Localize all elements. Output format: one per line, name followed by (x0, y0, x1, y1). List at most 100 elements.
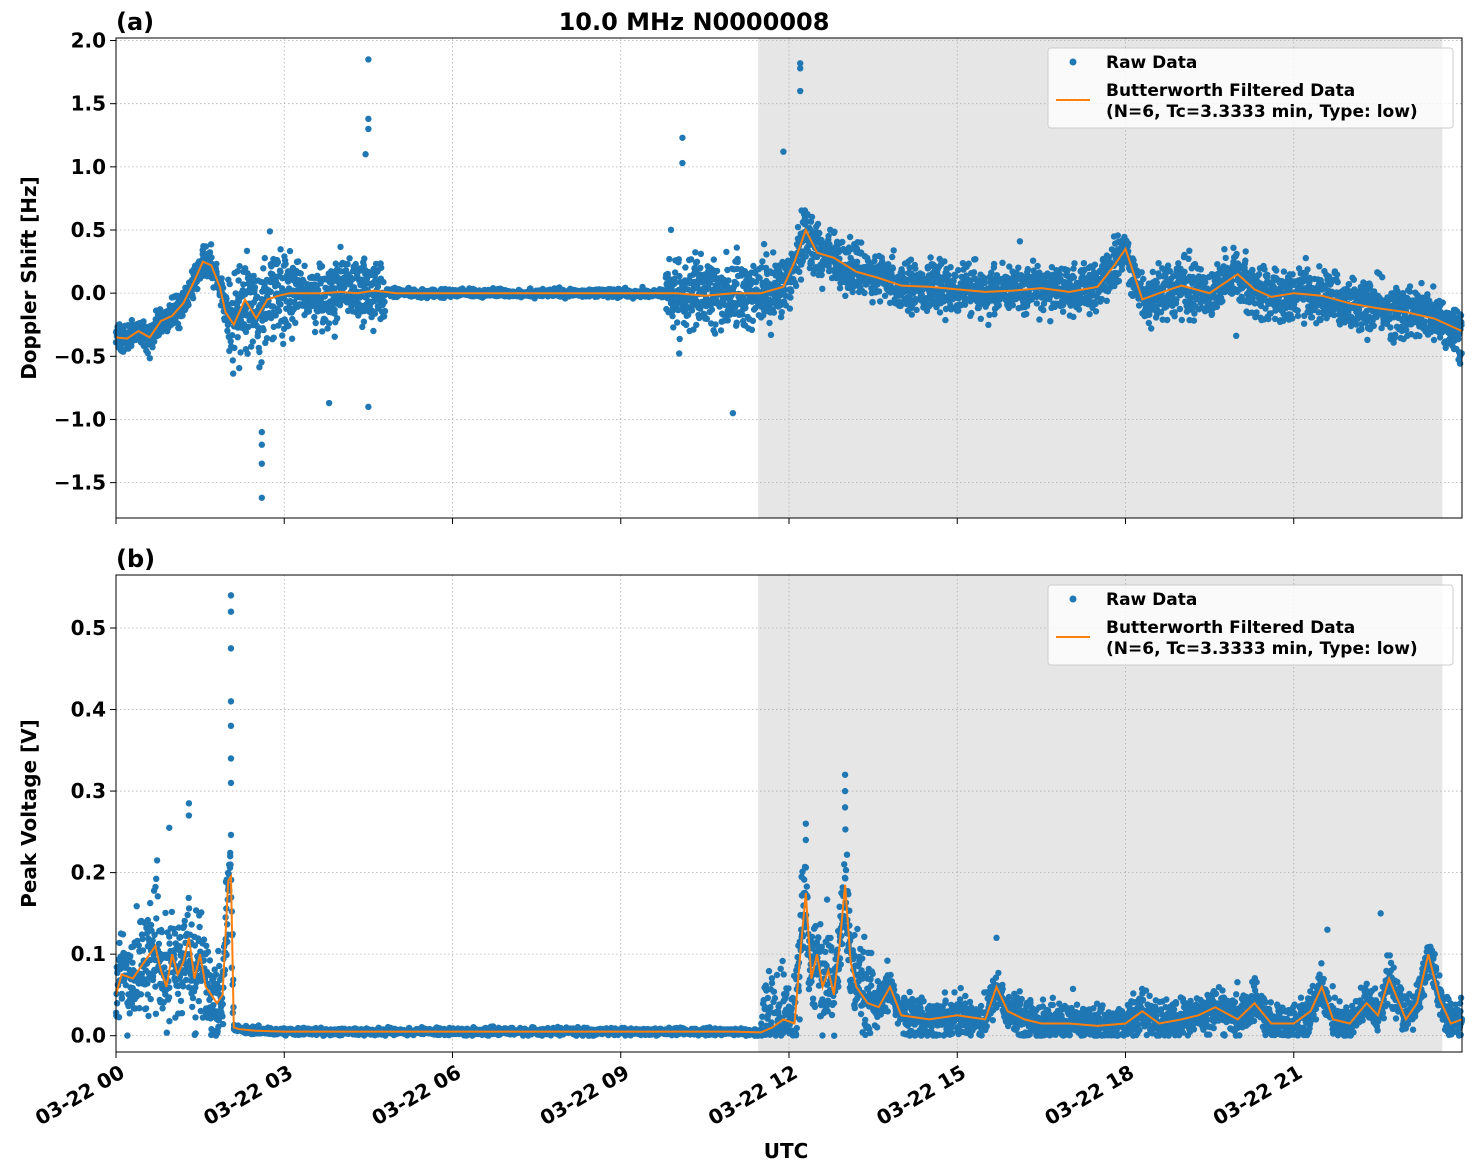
raw-data-point (237, 349, 244, 356)
raw-data-point (381, 307, 389, 315)
raw-data-point (218, 275, 225, 282)
raw-data-point (334, 315, 341, 322)
raw-data-point (1367, 282, 1374, 289)
raw-data-point (1070, 274, 1078, 281)
raw-data-point (318, 263, 326, 270)
raw-data-point (1350, 276, 1358, 283)
raw-data-point (337, 243, 344, 251)
raw-data-point (763, 251, 770, 258)
raw-data-point (913, 306, 920, 314)
raw-data-point (676, 272, 683, 280)
raw-data-point (869, 298, 876, 306)
raw-data-point (1294, 312, 1302, 320)
raw-data-point (1370, 322, 1378, 329)
raw-data-point (693, 258, 701, 265)
raw-data-point (1047, 318, 1054, 325)
raw-data-point (770, 249, 777, 256)
raw-data-point (352, 260, 359, 268)
raw-data-point (788, 288, 795, 295)
raw-data-point (341, 280, 349, 287)
raw-data-point (380, 278, 387, 286)
raw-data-point (1138, 269, 1145, 276)
raw-data-point (1222, 254, 1229, 262)
raw-data-point (1015, 264, 1022, 271)
raw-data-point (945, 272, 952, 279)
raw-data-point (344, 261, 351, 268)
raw-data-point (325, 320, 333, 327)
raw-data-point (228, 299, 236, 307)
raw-data-point (1115, 277, 1123, 285)
raw-data-point (666, 255, 673, 263)
raw-data-point (208, 254, 215, 261)
raw-data-point (1333, 271, 1341, 278)
raw-data-point (750, 262, 757, 270)
raw-data-point (256, 364, 263, 371)
raw-data-point (907, 256, 915, 263)
raw-data-point (794, 223, 802, 231)
raw-data-point (263, 335, 271, 342)
raw-data-point (1164, 262, 1172, 269)
raw-data-point (760, 240, 768, 248)
raw-data-point (358, 276, 365, 283)
raw-data-point (244, 350, 251, 357)
raw-data-point (258, 359, 265, 366)
raw-data-point (1036, 316, 1043, 323)
raw-data-point (842, 292, 849, 299)
raw-data-point (207, 241, 215, 248)
raw-data-point (792, 282, 800, 290)
raw-data-point (311, 313, 318, 321)
raw-data-point (908, 311, 915, 318)
raw-data-point (1233, 250, 1240, 258)
raw-data-point (297, 270, 304, 277)
raw-data-point (1265, 315, 1272, 323)
raw-data-point (991, 311, 998, 318)
raw-data-point (331, 285, 338, 292)
raw-data-point (249, 338, 256, 345)
raw-data-point (674, 319, 681, 326)
raw-data-point (942, 316, 949, 324)
raw-data-point (380, 313, 388, 320)
raw-data-point (282, 260, 289, 268)
raw-data-point (912, 265, 919, 272)
raw-data-point (292, 319, 299, 326)
raw-data-point (226, 280, 233, 288)
raw-data-point (253, 293, 261, 300)
raw-data-point (1075, 306, 1083, 313)
raw-data-point (1091, 261, 1099, 268)
raw-data-point (301, 262, 308, 269)
raw-data-point (319, 328, 326, 335)
raw-data-point (1114, 232, 1122, 239)
raw-data-point (1024, 265, 1032, 273)
raw-data-point (1186, 247, 1193, 254)
raw-data-point (748, 326, 756, 333)
raw-data-point (1242, 248, 1249, 255)
raw-data-point (1070, 313, 1077, 321)
raw-data-point (889, 265, 896, 272)
raw-data-point (808, 213, 816, 221)
raw-data-point (337, 268, 345, 275)
raw-data-point (965, 260, 972, 267)
raw-data-point (1029, 257, 1037, 264)
raw-data-point (359, 323, 366, 331)
raw-data-point (697, 250, 705, 258)
raw-data-point (846, 233, 854, 241)
raw-data-point (675, 256, 682, 263)
raw-data-point (796, 268, 803, 275)
raw-data-point (176, 324, 183, 332)
raw-data-point (250, 272, 257, 280)
raw-data-point (1334, 279, 1341, 286)
raw-data-point (179, 312, 186, 319)
raw-data-point (234, 268, 241, 275)
raw-data-point (1255, 271, 1263, 278)
raw-data-point (889, 253, 896, 261)
raw-data-point (749, 317, 757, 324)
raw-data-point (1289, 315, 1296, 322)
raw-data-point (116, 321, 123, 328)
raw-data-point (1023, 310, 1030, 318)
raw-data-point (1080, 260, 1088, 267)
raw-data-point (1176, 305, 1184, 313)
raw-data-point (1304, 266, 1311, 273)
raw-data-point (346, 255, 353, 262)
raw-data-point (1230, 244, 1237, 251)
